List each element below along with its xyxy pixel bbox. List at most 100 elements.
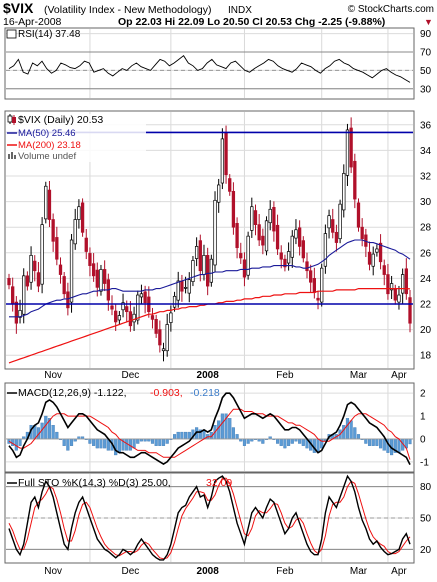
- candle-body: [286, 251, 291, 264]
- price-candle: [264, 216, 269, 256]
- candle-body: [18, 310, 22, 318]
- price-candle: [268, 200, 272, 231]
- price-candle: [334, 224, 339, 252]
- candle-body: [95, 269, 99, 288]
- price-legend: $VIX (Daily) 20.53 MA(50) 25.46 MA(200) …: [6, 114, 146, 162]
- price-candle: [272, 201, 276, 242]
- price-candle: [106, 273, 110, 311]
- macd-hist-bar: [66, 438, 70, 451]
- candle-body: [400, 274, 405, 294]
- candle-body: [268, 208, 272, 224]
- candle-body: [290, 235, 294, 258]
- x-month-label: Apr: [391, 370, 407, 381]
- candle-body: [154, 319, 158, 334]
- price-candle: [404, 258, 408, 300]
- macd-hist-bar: [261, 438, 265, 444]
- price-candle: [187, 272, 191, 303]
- sto-tick-label: 50: [420, 514, 432, 525]
- x-month-label: Mar: [350, 566, 368, 577]
- macd-hist-bar: [231, 427, 235, 440]
- price-candle: [40, 217, 44, 294]
- price-candle: [393, 284, 397, 305]
- price-candle: [246, 231, 250, 280]
- rsi-tick-label: 90: [420, 29, 432, 40]
- chart-name: (Volatility Index - New Methodology): [44, 4, 212, 16]
- candle-body: [33, 260, 37, 272]
- candle-body: [261, 235, 265, 246]
- candle-body: [150, 315, 155, 320]
- candle-body: [272, 207, 276, 232]
- price-candle: [161, 342, 166, 362]
- candle-body: [36, 272, 41, 287]
- candle-body: [213, 199, 217, 266]
- price-tick-label: 36: [420, 120, 432, 131]
- macd-hist-bar: [92, 438, 96, 446]
- candle-body: [242, 259, 247, 278]
- price-candle: [338, 199, 342, 244]
- x-month-label: Nov: [44, 566, 62, 577]
- price-candle: [62, 272, 66, 299]
- rsi-label: RSI(14) 37.48: [18, 29, 81, 40]
- candle-body: [250, 206, 254, 231]
- price-candle: [77, 199, 81, 229]
- macd-hist-bar: [132, 438, 136, 449]
- candle-body: [73, 219, 77, 245]
- x-month-label: Nov: [44, 370, 62, 381]
- price-panel-frame: [4, 110, 415, 370]
- price-candle: [224, 125, 228, 184]
- candle-body: [279, 252, 283, 260]
- price-tick-label: 28: [420, 223, 432, 234]
- candle-body: [202, 255, 206, 275]
- candle-body: [253, 210, 258, 225]
- price-candle: [375, 244, 379, 257]
- candle-body: [338, 203, 342, 240]
- price-candle: [275, 214, 280, 255]
- y-axis-ticks: 30 50 70 90 18 20 22 24 26 28 30 32 34 36 -1 0 1 2 20 50 80: [420, 29, 432, 556]
- x-month-label: 2008: [197, 566, 220, 577]
- macd-hist-bar: [187, 431, 191, 440]
- price-candle: [176, 271, 180, 308]
- price-candle: [231, 182, 236, 235]
- price-tick-label: 22: [420, 300, 432, 311]
- candle-body: [143, 291, 147, 304]
- candle-body: [297, 227, 302, 247]
- sto-k-line: [8, 474, 411, 561]
- candle-body: [327, 215, 331, 229]
- candle-body: [22, 275, 26, 315]
- price-candle: [198, 234, 202, 282]
- macd-hist-bar: [62, 438, 66, 446]
- x-month-label: Mar: [350, 370, 368, 381]
- macd-tick-label: 1: [420, 412, 426, 423]
- price-candle: [202, 244, 206, 281]
- macd-hist-bar: [88, 438, 92, 444]
- candle-body: [386, 274, 390, 295]
- price-candle: [228, 174, 232, 196]
- rsi-tick-label: 50: [420, 66, 432, 77]
- price-candle: [353, 153, 357, 209]
- price-candle: [51, 213, 55, 252]
- price-candle: [55, 226, 59, 266]
- x-month-label: Dec: [122, 370, 140, 381]
- macd-label-hist: -0.218: [190, 387, 220, 399]
- candle-body: [169, 312, 173, 323]
- candle-body: [323, 233, 328, 267]
- price-candle: [88, 247, 92, 277]
- macd-hist-bar: [353, 427, 357, 440]
- macd-hist-bar: [103, 438, 107, 449]
- ma50-line: [9, 239, 411, 318]
- price-series: [6, 117, 413, 364]
- price-candle: [253, 204, 258, 236]
- candle-body: [360, 226, 364, 240]
- candle-body: [136, 294, 140, 321]
- candle-body: [320, 267, 324, 303]
- candle-body: [103, 269, 107, 284]
- candle-body: [47, 189, 52, 220]
- candle-body: [114, 310, 118, 323]
- candle-body: [246, 235, 250, 276]
- price-candle: [305, 252, 309, 279]
- x-month-label: Apr: [391, 566, 407, 577]
- price-candle: [154, 314, 158, 338]
- price-candle: [250, 197, 254, 238]
